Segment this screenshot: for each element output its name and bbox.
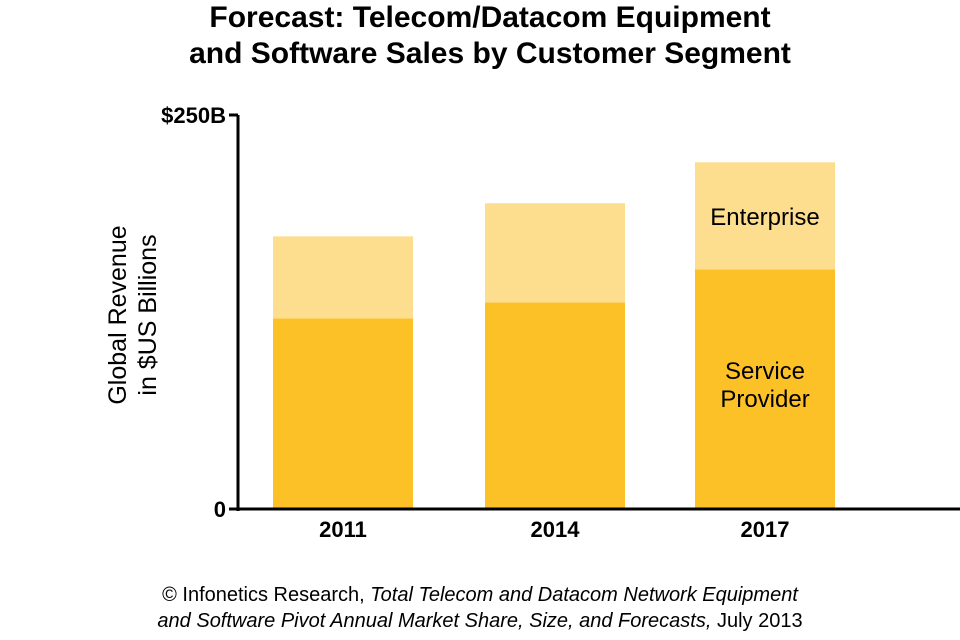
x-tick-label-2011: 2011 xyxy=(319,517,367,542)
chart-title-line1: Forecast: Telecom/Datacom Equipment xyxy=(209,1,771,34)
chart-title: Forecast: Telecom/Datacom Equipment and … xyxy=(0,0,960,72)
footer-report-line1: Total Telecom and Datacom Network Equipm… xyxy=(370,584,798,606)
bar-enterprise-2017 xyxy=(695,162,835,270)
y-tick-label-250: $250B xyxy=(161,103,226,128)
bar-service-provider-2011 xyxy=(273,318,413,509)
label-enterprise: Enterprise xyxy=(710,204,819,231)
bar-enterprise-2014 xyxy=(485,203,625,303)
x-tick-label-2014: 2014 xyxy=(531,517,581,542)
footer-report-line2: and Software Pivot Annual Market Share, … xyxy=(157,610,712,632)
y-tick-label-0: 0 xyxy=(214,497,226,522)
y-axis-label-line2: in $US Billions xyxy=(134,234,162,395)
footer-date: July 2013 xyxy=(711,610,803,632)
bar-enterprise-2011 xyxy=(273,236,413,319)
footer-source: © Infonetics Research, Total Telecom and… xyxy=(0,582,960,634)
x-tick-label-2017: 2017 xyxy=(741,517,790,542)
chart-title-line2: and Software Sales by Customer Segment xyxy=(189,37,791,70)
bar-service-provider-2014 xyxy=(485,302,625,509)
label-service-provider-line1: Service xyxy=(725,358,805,385)
bar-service-provider-2017 xyxy=(695,269,835,509)
footer-copyright: © Infonetics Research, xyxy=(162,584,371,606)
label-service-provider-line2: Provider xyxy=(720,386,809,413)
y-axis-label-line1: Global Revenue xyxy=(104,225,132,404)
